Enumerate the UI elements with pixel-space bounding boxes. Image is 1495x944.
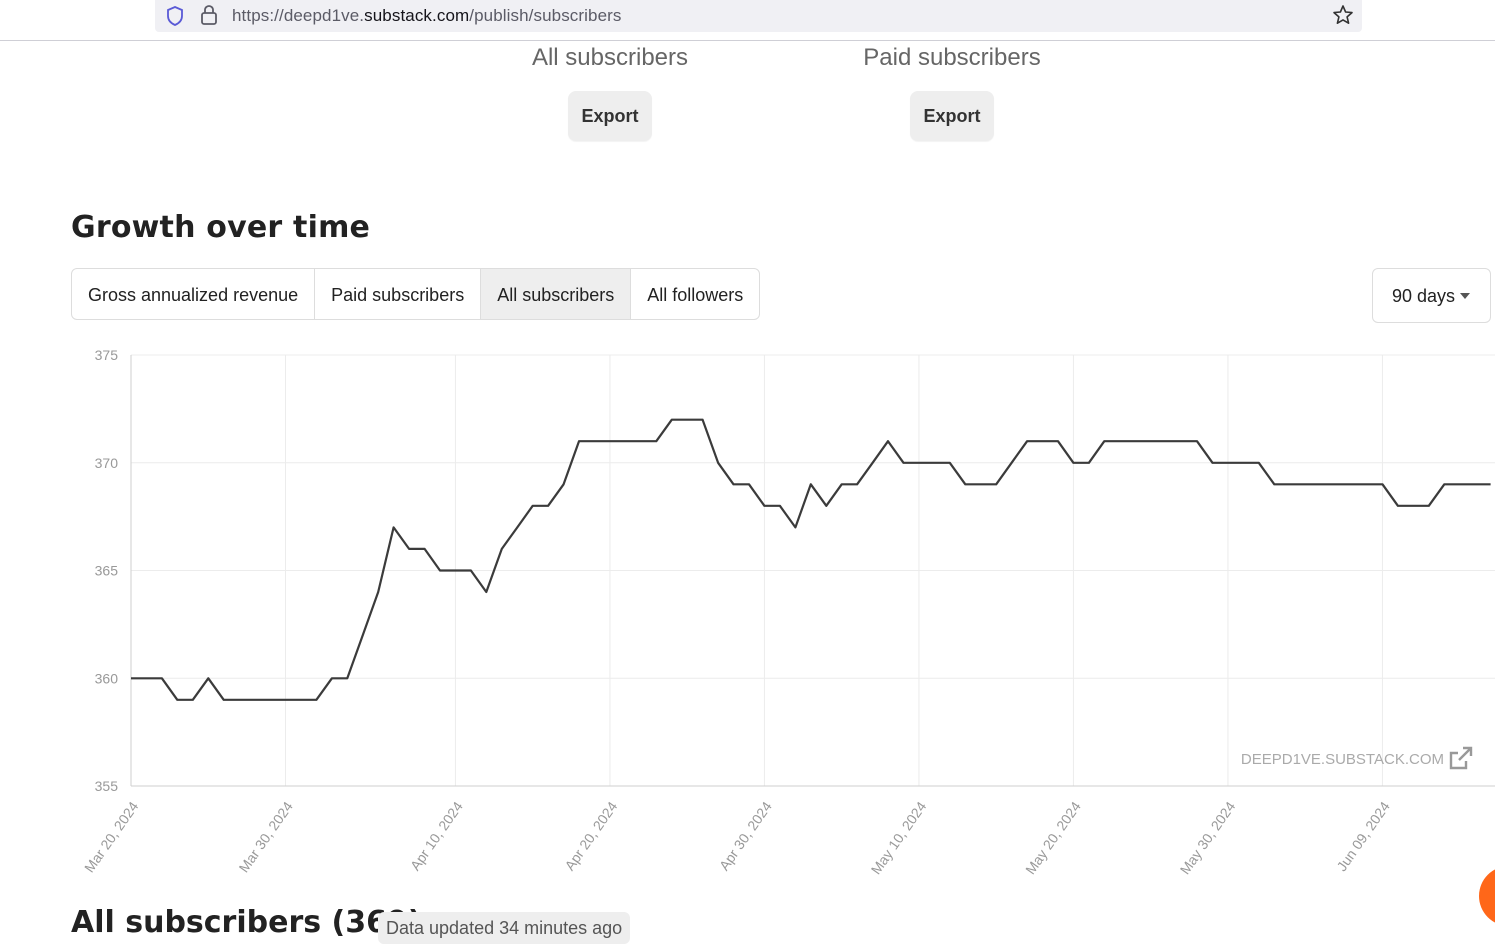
external-link-icon[interactable] <box>1449 746 1473 770</box>
x-tick-label: May 20, 2024 <box>1022 798 1084 877</box>
lock-icon[interactable] <box>200 4 218 26</box>
y-tick-label: 370 <box>95 455 119 471</box>
date-range-dropdown[interactable]: 90 days <box>1372 268 1491 323</box>
url-text[interactable]: https://deepd1ve.substack.com/publish/su… <box>232 6 622 25</box>
growth-chart: 355 360 365 370 375 Mar 20, 2024 Mar 30, 2024 A… <box>81 347 1495 877</box>
export-paid-button[interactable]: Export <box>910 91 994 141</box>
y-tick-label: 360 <box>95 670 119 686</box>
x-tick-label: Jun 09, 2024 <box>1333 798 1393 874</box>
bookmark-star-icon[interactable] <box>1332 4 1354 26</box>
series-line-all-subscribers <box>131 418 1491 701</box>
tab-gross-annualized-revenue[interactable]: Gross annualized revenue <box>72 269 316 319</box>
x-tick-label: Apr 20, 2024 <box>561 798 620 873</box>
address-bar[interactable]: https://deepd1ve.substack.com/publish/su… <box>155 0 1362 32</box>
x-tick-label: May 10, 2024 <box>868 798 930 877</box>
tab-paid-subscribers[interactable]: Paid subscribers <box>315 269 482 319</box>
subscribers-list-title: All subscribers (369) <box>71 905 422 940</box>
metric-tabs: Gross annualized revenue Paid subscriber… <box>71 268 761 320</box>
export-all-button[interactable]: Export <box>568 91 652 141</box>
y-tick-label: 375 <box>95 347 119 363</box>
x-tick-label: May 30, 2024 <box>1177 798 1239 877</box>
tab-all-followers[interactable]: All followers <box>647 285 744 305</box>
tab-all-subscribers[interactable]: All subscribers <box>481 269 632 319</box>
export-paid-section: Paid subscribers Export <box>862 44 1042 141</box>
y-tick-label: 365 <box>95 563 119 579</box>
x-tick-label: Mar 30, 2024 <box>236 798 297 875</box>
caret-down-icon <box>1460 293 1470 299</box>
export-all-title: All subscribers <box>531 44 689 71</box>
chart-watermark: DEEPD1VE.SUBSTACK.COM <box>1241 751 1444 768</box>
export-paid-title: Paid subscribers <box>863 44 1041 71</box>
x-tick-label: Apr 30, 2024 <box>716 798 775 873</box>
browser-toolbar: https://deepd1ve.substack.com/publish/su… <box>0 0 1495 41</box>
shield-icon[interactable] <box>165 5 185 27</box>
data-updated-badge: Data updated 34 minutes ago <box>378 912 631 944</box>
y-tick-label: 355 <box>95 778 119 794</box>
growth-heading: Growth over time <box>71 210 371 245</box>
x-tick-label: Mar 20, 2024 <box>81 798 142 875</box>
date-range-value: 90 days <box>1392 286 1456 306</box>
export-all-section: All subscribers Export <box>530 44 690 141</box>
help-button[interactable] <box>1479 866 1495 926</box>
x-tick-label: Apr 10, 2024 <box>407 798 466 873</box>
